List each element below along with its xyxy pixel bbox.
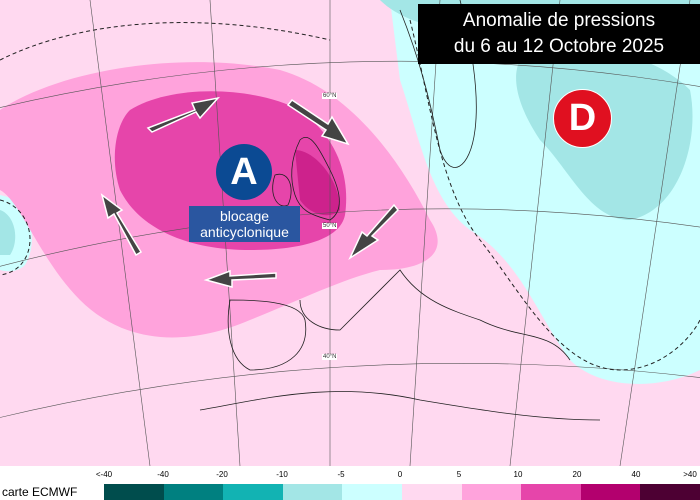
legend-tick: >40 (683, 470, 697, 479)
high-pressure-label: blocage anticyclonique (189, 206, 300, 242)
legend-tick: -10 (276, 470, 288, 479)
coast-iberia (227, 299, 307, 371)
legend-tick: <-40 (95, 470, 113, 479)
legend-swatch (401, 484, 462, 500)
high-label-line-1: blocage (219, 208, 270, 224)
legend-tick: 0 (397, 470, 403, 479)
arrow-northeast (146, 96, 221, 133)
pressure-anomaly-map (0, 0, 700, 466)
legend-swatch (521, 484, 581, 500)
legend-swatch (163, 484, 224, 500)
legend-tick: 10 (513, 470, 523, 479)
legend-swatch (282, 484, 343, 500)
arrow-southwest (348, 203, 400, 261)
coast-ireland (272, 173, 292, 207)
low-pressure-marker: D (553, 89, 612, 148)
legend-source: carte ECMWF (2, 485, 78, 499)
title-line-2: du 6 au 12 Octobre 2025 (453, 36, 665, 57)
legend-tick: 40 (631, 470, 641, 479)
legend-swatch (461, 484, 522, 500)
legend-swatch (640, 484, 700, 500)
high-label-line-2: anticyclonique (200, 224, 289, 240)
legend-swatch (104, 484, 164, 500)
legend-tick: -20 (216, 470, 228, 479)
latitude-label-60n: 60°N (322, 93, 338, 99)
legend-tick: 20 (572, 470, 582, 479)
latitude-label-40n: 40°N (322, 354, 338, 360)
legend-tick: -5 (337, 470, 345, 479)
legend-tick: 5 (456, 470, 462, 479)
high-pressure-marker: A (216, 144, 272, 200)
coast-europe (299, 269, 571, 361)
title-line-1: Anomalie de pressions (462, 10, 656, 31)
arrow-west (203, 269, 277, 288)
coast-africa (199, 391, 601, 421)
legend-color-scale (104, 484, 700, 500)
arrow-southeast (286, 98, 350, 146)
legend-swatch (580, 484, 641, 500)
legend-swatch (342, 484, 402, 500)
map-title: Anomalie de pressions du 6 au 12 Octobre… (418, 4, 700, 64)
legend-swatch (223, 484, 283, 500)
coast-britain (291, 137, 340, 221)
legend-tick: -40 (157, 470, 169, 479)
latitude-label-50n: 50°N (322, 223, 338, 229)
legend-ticks: <-40 -40 -20 -10 -5 0 5 10 20 40 >40 (0, 466, 700, 484)
arrow-northwest (100, 193, 143, 257)
